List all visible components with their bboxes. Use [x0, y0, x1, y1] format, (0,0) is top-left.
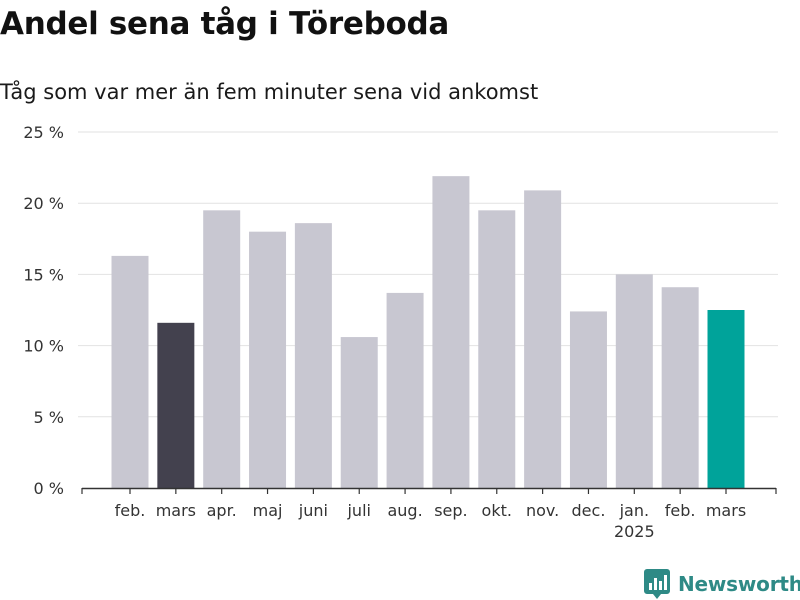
bars	[111, 176, 745, 489]
x-axis	[81, 487, 777, 494]
bar	[111, 255, 149, 488]
bar	[661, 287, 699, 488]
x-tick-label: dec.	[572, 501, 606, 520]
x-tick-label: mars	[706, 501, 746, 520]
y-tick-label: 25 %	[23, 123, 64, 142]
chart-title: Andel sena tåg i Töreboda	[0, 6, 450, 42]
y-axis-tick-labels: 0 % 5 % 10 % 15 % 20 % 25 %	[23, 123, 64, 498]
x-tick-label: mars	[156, 501, 196, 520]
x-tick-label: aug.	[387, 501, 422, 520]
bar	[707, 310, 745, 488]
bar	[524, 190, 562, 488]
grid-lines	[78, 131, 778, 418]
bar	[615, 274, 653, 488]
bar	[340, 337, 378, 488]
bar	[432, 176, 470, 489]
bar	[157, 322, 195, 488]
bar	[386, 292, 424, 488]
x-tick-label: juli	[346, 501, 370, 520]
bar	[249, 231, 287, 488]
x-tick-label: juni	[298, 501, 328, 520]
brand-name: Newsworthy	[678, 572, 800, 596]
x-axis-tick-labels: feb. mars apr. maj juni juli aug. sep. okt. nov. d…	[115, 501, 747, 541]
bar-chart: 0 %5 %10 %15 %20 %25 % feb. mars apr. maj ju…	[23, 123, 778, 541]
bar	[203, 210, 241, 488]
x-tick-label: maj	[253, 501, 283, 520]
newsworthy-logo-icon	[644, 569, 670, 599]
bar	[569, 311, 607, 488]
x-tick-label: okt.	[482, 501, 512, 520]
x-tick-label: feb.	[115, 501, 146, 520]
x-tick-label: nov.	[526, 501, 559, 520]
x-tick-label: jan.	[619, 501, 649, 520]
y-tick-label: 10 %	[23, 337, 64, 356]
x-year-label: 2025	[614, 522, 655, 541]
bar	[294, 223, 332, 489]
y-tick-label: 0 %	[34, 479, 64, 498]
x-tick-label: feb.	[665, 501, 696, 520]
y-tick-label: 15 %	[23, 265, 64, 284]
x-tick-label: apr.	[207, 501, 237, 520]
y-tick-label: 5 %	[34, 408, 64, 427]
bar	[478, 210, 516, 488]
brand-footer: Newsworthy	[644, 568, 800, 600]
x-tick-label: sep.	[434, 501, 467, 520]
y-tick-label: 20 %	[23, 194, 64, 213]
chart-subtitle: Tåg som var mer än fem minuter sena vid …	[0, 80, 539, 104]
